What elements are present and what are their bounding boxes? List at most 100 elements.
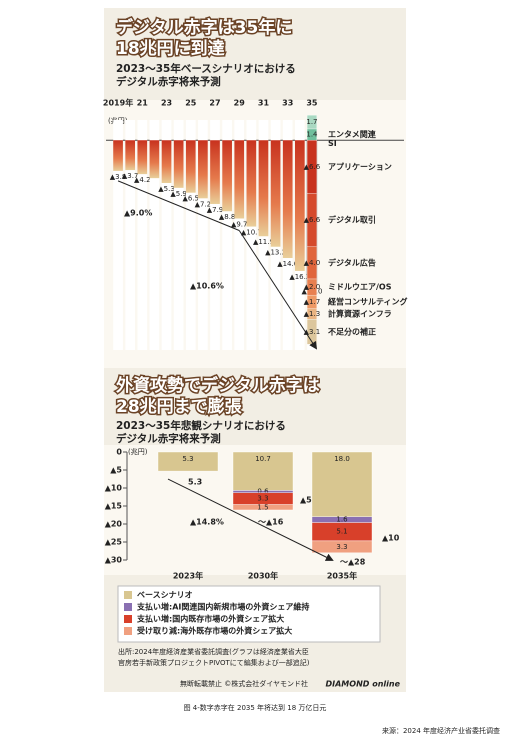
bar: [149, 140, 160, 179]
y-tick-label: ▲15: [105, 502, 123, 511]
annotation: ▲9.0%: [124, 209, 152, 218]
segment: [306, 115, 317, 130]
segment-label: ▲6.6: [304, 216, 321, 224]
column-bg: [161, 120, 172, 350]
segment-label: ▲4.0: [304, 259, 321, 267]
legend-label: ベースシナリオ: [137, 591, 193, 600]
data-label: 0.6: [257, 488, 269, 496]
data-label: ▲13.2: [265, 249, 286, 257]
chart-title: 外資攻勢でデジタル赤字は: [116, 375, 320, 396]
segment-label: ▲1.7: [304, 298, 321, 306]
x-tick-label: 35: [306, 99, 318, 108]
data-label: 3.3: [336, 543, 347, 551]
x-tick-label: 2035年: [327, 571, 357, 581]
bar: [198, 140, 208, 199]
bar: [161, 140, 172, 183]
data-label: 5.1: [336, 528, 347, 536]
chart-subtitle: 2023～35年悲観シナリオにおける: [116, 419, 286, 432]
data-label: ▲5.9: [170, 190, 187, 198]
segment-name: ミドルウエア/OS: [328, 283, 392, 292]
segment-label: 1.4: [306, 131, 318, 139]
bar: [232, 504, 294, 511]
bar: [157, 451, 219, 472]
data-label: 3.3: [257, 495, 268, 503]
segment-label: 1.7: [306, 118, 317, 126]
data-label: ▲9.7: [231, 220, 248, 228]
legend-label: 支払い増:AI関連国内新規市場の外資シェア維持: [136, 602, 309, 612]
bar: [311, 540, 373, 553]
column-bg: [113, 120, 123, 350]
bar: [234, 140, 245, 219]
brand: DIAMOND online: [326, 680, 401, 689]
x-tick-label: 33: [282, 99, 293, 108]
annotation: ～▲16: [258, 518, 284, 527]
segment-name: 不足分の補正: [328, 326, 376, 336]
chart-subtitle: デジタル赤字将来予測: [116, 432, 221, 445]
bar: [113, 140, 123, 171]
y-tick-label: 0: [116, 448, 122, 457]
data-label: ▲4.2: [134, 176, 151, 184]
legend-label: 受け取り減:海外既存市場の外資シェア拡大: [137, 626, 292, 636]
column-bg: [137, 120, 148, 350]
bar: [210, 140, 220, 204]
data-label: 1.5: [257, 503, 268, 511]
y-tick-label: ▲20: [105, 520, 123, 529]
data-label: ▲11.9: [253, 238, 274, 246]
data-label: ▲5.3: [158, 185, 175, 193]
column-bg: [198, 120, 208, 350]
source-note: 官房若手新政策プロジェクトPIVOTにて編集および一部追記): [118, 658, 310, 667]
trend-arrow: [167, 478, 334, 561]
bar: [246, 140, 257, 227]
column-bg: [210, 120, 220, 350]
x-tick-label: 31: [258, 99, 270, 108]
segment-name: 経営コンサルティング: [328, 296, 408, 306]
trend-arrow: [117, 180, 240, 231]
data-label: ▲16.2: [289, 273, 310, 281]
segment-label: ▲3.1: [304, 328, 321, 336]
y-tick-label: ▲10: [105, 484, 123, 493]
bar: [173, 140, 184, 188]
x-tick-label: 2023年: [173, 571, 203, 581]
data-label: ▲10.7: [241, 229, 262, 237]
segment-label: ▲1.3: [304, 310, 321, 318]
copyright: 無断転載禁止 ©株式会社ダイヤモンド社: [180, 679, 308, 688]
bar: [222, 140, 232, 212]
bar: [294, 140, 305, 271]
column-bg: [246, 120, 257, 350]
data-label: 1.6: [336, 516, 348, 524]
x-tick-label: 27: [209, 99, 220, 108]
source: 来源：2024 年度经济产业省委托调查: [382, 726, 500, 735]
x-tick-label: 29: [234, 99, 246, 108]
column-bg: [222, 120, 232, 350]
data-label: 5.3: [182, 455, 193, 463]
unit-label: (兆円): [128, 447, 148, 456]
x-tick-label: 21: [137, 99, 149, 108]
legend-label: 支払い増:国内既存市場の外資シェア拡大: [136, 614, 284, 624]
data-label: 10.7: [255, 455, 271, 463]
segment-label: ▲6.6: [304, 163, 321, 171]
column-bg: [234, 120, 245, 350]
column-bg: [125, 120, 136, 350]
segment-name: アプリケーション: [328, 161, 392, 171]
segment-name: デジタル広告: [328, 257, 376, 267]
segment-name: デジタル取引: [328, 215, 376, 225]
chart-title: 18兆円に到達: [116, 39, 225, 59]
source-note: 出所:2024年度経済産業省委託調査(グラフは経済産業省大臣: [118, 647, 309, 656]
bar: [311, 451, 373, 518]
data-label: ▲7.9: [207, 206, 224, 214]
chart-title: 28兆円まで膨張: [116, 396, 243, 417]
bar: [185, 140, 196, 193]
data-label: ▲6.5: [183, 195, 200, 203]
data-label: 18.0: [334, 455, 350, 463]
y-tick-label: ▲5: [110, 466, 122, 475]
column-bg: [185, 120, 196, 350]
x-tick-label: 2019年: [103, 98, 133, 108]
segment-name: エンタメ関連: [328, 129, 377, 139]
annotation: ▲10: [382, 534, 400, 543]
data-label: ▲3.8: [110, 173, 127, 181]
segment-name: SI: [328, 139, 337, 148]
chart-subtitle: デジタル赤字将来予測: [116, 75, 221, 88]
legend-swatch: [124, 591, 132, 599]
segment-label: ▲2.0: [304, 283, 321, 291]
